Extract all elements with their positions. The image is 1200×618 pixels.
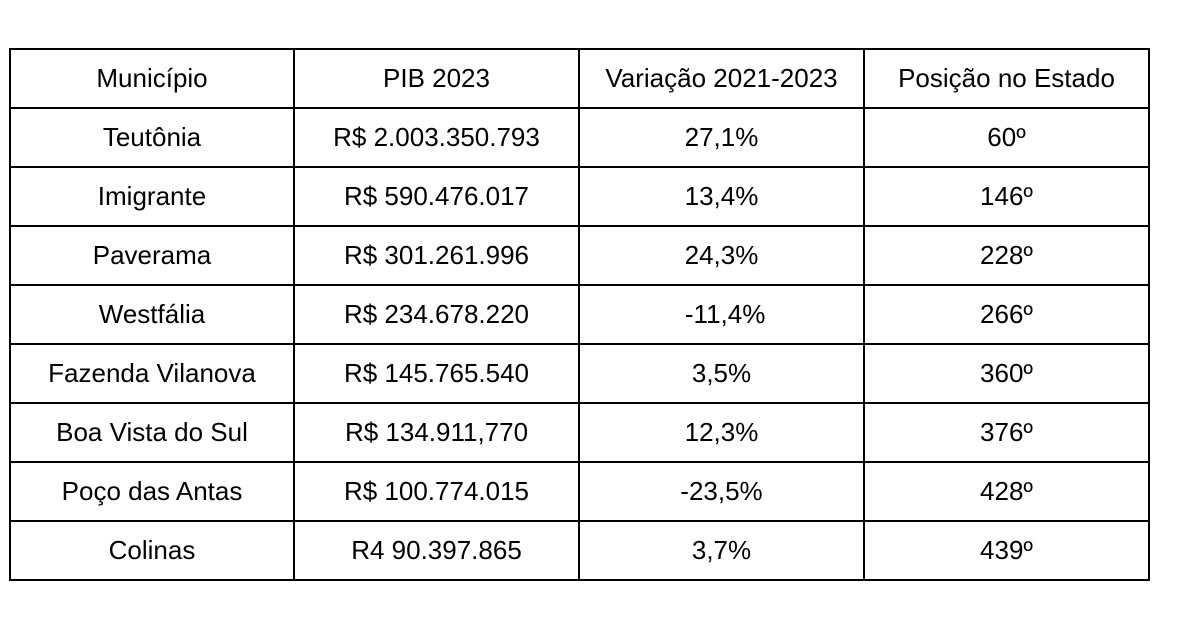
cell-variacao: -11,4% [578, 284, 865, 345]
cell-municipio: Paverama [9, 225, 295, 286]
cell-variacao: -23,5% [578, 461, 865, 522]
header-row: Município PIB 2023 Variação 2021-2023 Po… [9, 48, 1150, 109]
table-row: Fazenda Vilanova R$ 145.765.540 3,5% 360… [9, 343, 1150, 404]
cell-municipio: Fazenda Vilanova [9, 343, 295, 404]
header-pib-2023: PIB 2023 [293, 48, 580, 109]
gdp-table: Município PIB 2023 Variação 2021-2023 Po… [9, 48, 1150, 581]
header-posicao: Posição no Estado [863, 48, 1150, 109]
table-row: Colinas R4 90.397.865 3,7% 439º [9, 520, 1150, 581]
cell-municipio: Colinas [9, 520, 295, 581]
cell-municipio: Boa Vista do Sul [9, 402, 295, 463]
table-row: Imigrante R$ 590.476.017 13,4% 146º [9, 166, 1150, 227]
cell-pib: R$ 301.261.996 [293, 225, 580, 286]
cell-variacao: 24,3% [578, 225, 865, 286]
cell-posicao: 428º [863, 461, 1150, 522]
cell-municipio: Westfália [9, 284, 295, 345]
cell-variacao: 3,7% [578, 520, 865, 581]
cell-posicao: 60º [863, 107, 1150, 168]
table-row: Boa Vista do Sul R$ 134.911,770 12,3% 37… [9, 402, 1150, 463]
table-row: Teutônia R$ 2.003.350.793 27,1% 60º [9, 107, 1150, 168]
cell-posicao: 360º [863, 343, 1150, 404]
cell-variacao: 13,4% [578, 166, 865, 227]
cell-pib: R$ 100.774.015 [293, 461, 580, 522]
cell-variacao: 27,1% [578, 107, 865, 168]
table-row: Westfália R$ 234.678.220 -11,4% 266º [9, 284, 1150, 345]
cell-pib: R$ 2.003.350.793 [293, 107, 580, 168]
cell-variacao: 12,3% [578, 402, 865, 463]
cell-posicao: 266º [863, 284, 1150, 345]
cell-municipio: Teutônia [9, 107, 295, 168]
cell-posicao: 376º [863, 402, 1150, 463]
cell-posicao: 228º [863, 225, 1150, 286]
table-container: Município PIB 2023 Variação 2021-2023 Po… [9, 48, 1150, 581]
cell-pib: R$ 234.678.220 [293, 284, 580, 345]
cell-pib: R$ 590.476.017 [293, 166, 580, 227]
cell-pib: R$ 134.911,770 [293, 402, 580, 463]
header-municipio: Município [9, 48, 295, 109]
cell-posicao: 146º [863, 166, 1150, 227]
cell-variacao: 3,5% [578, 343, 865, 404]
cell-municipio: Imigrante [9, 166, 295, 227]
table-row: Paverama R$ 301.261.996 24,3% 228º [9, 225, 1150, 286]
cell-municipio: Poço das Antas [9, 461, 295, 522]
cell-posicao: 439º [863, 520, 1150, 581]
table-row: Poço das Antas R$ 100.774.015 -23,5% 428… [9, 461, 1150, 522]
cell-pib: R$ 145.765.540 [293, 343, 580, 404]
cell-pib: R4 90.397.865 [293, 520, 580, 581]
header-variacao: Variação 2021-2023 [578, 48, 865, 109]
